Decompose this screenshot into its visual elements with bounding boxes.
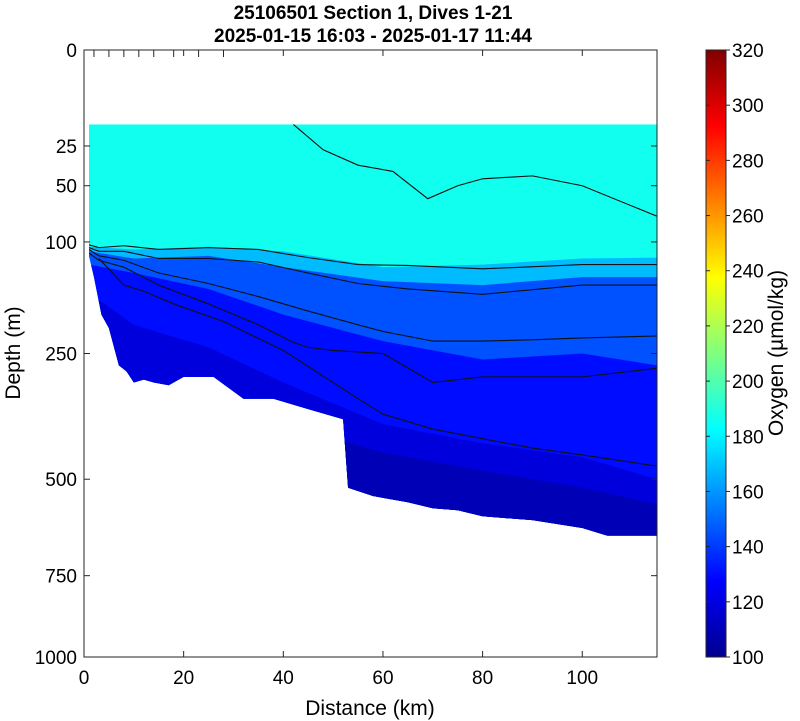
y-axis: 0 25 50 100 250 500 750 1000 xyxy=(35,41,657,669)
y-tick-label: 100 xyxy=(45,233,77,254)
chart-subtitle: 2025-01-15 16:03 - 2025-01-17 11:44 xyxy=(214,26,532,47)
colorbar-tick-label: 280 xyxy=(732,151,764,172)
y-tick-label: 250 xyxy=(45,345,77,366)
x-tick-label: 60 xyxy=(372,668,393,689)
x-tick-label: 0 xyxy=(79,668,90,689)
colorbar-tick-label: 260 xyxy=(732,207,764,228)
contour-line-1 xyxy=(88,244,657,270)
colorbar-tick-label: 160 xyxy=(732,482,764,503)
colorbar-tick-label: 320 xyxy=(732,41,764,62)
colorbar-label: Oxygen (µmol/kg) xyxy=(765,270,788,436)
y-tick-label: 1000 xyxy=(35,648,77,669)
oxygen-field xyxy=(88,124,657,536)
contour-line-0 xyxy=(292,124,657,217)
y-tick-label: 25 xyxy=(56,137,77,158)
colorbar-tick-label: 140 xyxy=(732,538,764,559)
y-axis-label: Depth (m) xyxy=(2,306,25,399)
colorbar-tick-label: 200 xyxy=(732,372,764,393)
y-tick-label: 500 xyxy=(45,470,77,491)
x-tick-label: 20 xyxy=(173,668,194,689)
y-tick-label: 50 xyxy=(56,177,77,198)
contour-line-4 xyxy=(88,252,657,384)
contour-line-3 xyxy=(88,249,657,342)
y-tick-label: 0 xyxy=(66,41,77,62)
colorbar-tick-label: 120 xyxy=(732,593,764,614)
colorbar-tick-label: 180 xyxy=(732,427,764,448)
x-tick-label: 40 xyxy=(273,668,294,689)
contour-lines xyxy=(88,124,657,467)
colorbar-tick-label: 100 xyxy=(732,648,764,669)
x-tick-label: 80 xyxy=(472,668,493,689)
colorbar-tick-label: 220 xyxy=(732,317,764,338)
x-axis-label: Distance (km) xyxy=(305,697,435,720)
contour-line-5 xyxy=(98,258,657,467)
y-tick-label: 750 xyxy=(45,567,77,588)
contour-line-2 xyxy=(88,247,657,295)
chart-title: 25106501 Section 1, Dives 1-21 xyxy=(234,3,513,24)
colorbar-tick-label: 300 xyxy=(732,96,764,117)
dive-markers xyxy=(93,50,225,57)
colorbar-tick-label: 240 xyxy=(732,262,764,283)
colorbar-axis: 100 120 140 160 180 200 220 240 260 280 300 320 xyxy=(706,41,764,669)
colorbar xyxy=(705,49,727,658)
x-axis: 0 20 40 60 80 100 xyxy=(79,50,598,689)
x-tick-label: 100 xyxy=(566,668,598,689)
